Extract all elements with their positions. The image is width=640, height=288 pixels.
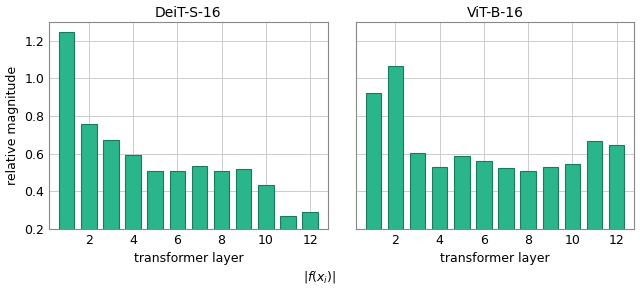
Bar — [192, 166, 207, 266]
Bar — [59, 31, 74, 266]
Bar — [302, 212, 318, 266]
Title: ViT-B-16: ViT-B-16 — [467, 5, 524, 20]
Bar — [432, 167, 447, 266]
Bar — [543, 167, 558, 266]
Bar — [476, 161, 492, 266]
Bar — [587, 141, 602, 266]
Bar — [170, 170, 185, 266]
Bar — [81, 124, 97, 266]
Text: $|f(x_i)|$: $|f(x_i)|$ — [303, 269, 337, 285]
Bar — [388, 66, 403, 266]
X-axis label: transformer layer: transformer layer — [134, 252, 243, 265]
Bar — [365, 94, 381, 266]
Bar — [609, 145, 625, 266]
Bar — [520, 170, 536, 266]
X-axis label: transformer layer: transformer layer — [440, 252, 550, 265]
Y-axis label: relative magnitude: relative magnitude — [6, 66, 19, 185]
Bar — [280, 216, 296, 266]
Bar — [214, 170, 229, 266]
Bar — [564, 164, 580, 266]
Bar — [499, 168, 514, 266]
Title: DeiT-S-16: DeiT-S-16 — [155, 5, 221, 20]
Bar — [454, 156, 470, 266]
Bar — [103, 141, 118, 266]
Bar — [236, 169, 252, 266]
Bar — [125, 156, 141, 266]
Bar — [147, 170, 163, 266]
Bar — [410, 153, 426, 266]
Bar — [258, 185, 273, 266]
